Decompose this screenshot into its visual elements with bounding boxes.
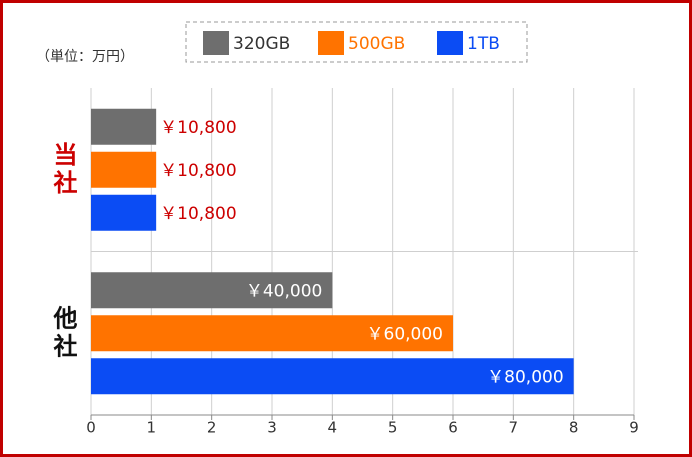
value-label: ￥40,000 [246, 281, 322, 301]
x-tick-label: 4 [328, 419, 338, 437]
value-label: ￥60,000 [367, 324, 443, 344]
value-label: ￥80,000 [487, 367, 563, 387]
value-label: ￥10,800 [160, 161, 236, 181]
legend-label: 500GB [348, 34, 405, 54]
bar [91, 315, 453, 352]
x-tick-label: 2 [207, 419, 217, 437]
bar [91, 194, 157, 231]
legend-swatch [318, 31, 344, 55]
x-tick-label: 7 [509, 419, 519, 437]
bar [91, 151, 157, 188]
category-label: 他社 [49, 305, 78, 361]
legend-swatch [203, 31, 229, 55]
legend-label: 1TB [467, 34, 500, 54]
legend-label: 320GB [233, 34, 290, 54]
x-tick-label: 9 [629, 419, 639, 437]
x-tick-label: 8 [569, 419, 579, 437]
x-tick-label: 5 [388, 419, 398, 437]
bar [91, 358, 574, 395]
x-tick-label: 0 [86, 419, 96, 437]
value-label: ￥10,800 [160, 118, 236, 138]
bar [91, 272, 333, 309]
unit-label: （単位：万円） [36, 49, 134, 65]
x-tick-label: 6 [448, 419, 458, 437]
value-label: ￥10,800 [160, 204, 236, 224]
x-tick-label: 1 [147, 419, 157, 437]
x-tick-label: 3 [267, 419, 277, 437]
legend-box [185, 21, 528, 63]
legend-swatch [437, 31, 463, 55]
bar [91, 108, 157, 145]
category-label: 当社 [49, 142, 77, 198]
